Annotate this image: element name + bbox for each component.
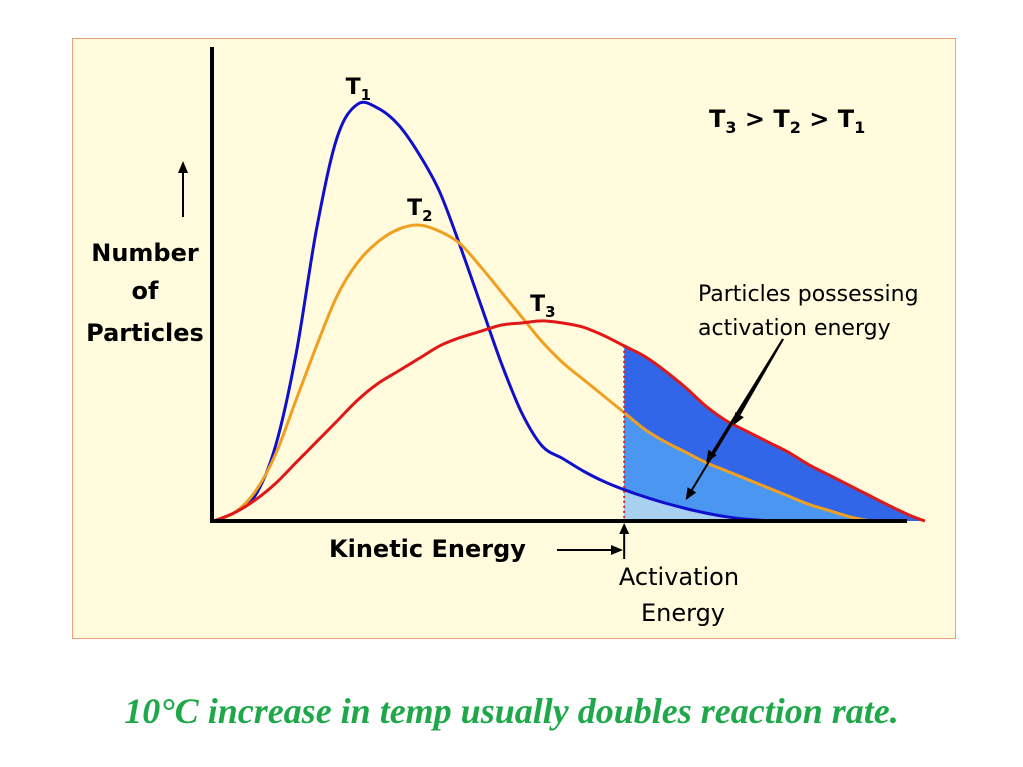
distribution-chart: T1 T2 T3 Number of Particles Kinetic Energ… bbox=[86, 47, 926, 627]
shade-region-t1 bbox=[624, 489, 789, 521]
curve-t1 bbox=[213, 100, 789, 523]
curve-label-t2: T2 bbox=[407, 196, 432, 225]
activation-arrow-head bbox=[619, 523, 630, 534]
particles-note-line-1: Particles possessing bbox=[698, 282, 919, 307]
x-axis-label: Kinetic Energy bbox=[329, 535, 526, 563]
shade-region-t2 bbox=[624, 412, 871, 521]
temperature-inequality: T3 > T2 > T1 bbox=[709, 105, 865, 137]
curve-t2 bbox=[213, 223, 871, 523]
curve-t3 bbox=[213, 319, 926, 523]
pointer-arrow-head-3 bbox=[685, 487, 697, 501]
chart-panel: T1 T2 T3 Number of Particles Kinetic Energ… bbox=[72, 38, 956, 639]
pointer-arrow-3 bbox=[691, 338, 784, 491]
activation-energy-arrow bbox=[619, 523, 630, 559]
activation-energy-label-line-2: Energy bbox=[641, 599, 725, 627]
curve-label-t3: T3 bbox=[530, 292, 555, 321]
y-axis-arrow bbox=[178, 161, 188, 217]
y-axis-label-line-3: Particles bbox=[86, 319, 204, 347]
particles-note-line-2: activation energy bbox=[698, 316, 891, 341]
y-axis-label-line-1: Number bbox=[91, 239, 199, 267]
curve-labels: T1 T2 T3 bbox=[346, 75, 556, 321]
activation-shading bbox=[624, 345, 925, 521]
curves bbox=[213, 100, 926, 523]
particles-pointer-arrows bbox=[685, 338, 784, 501]
x-axis-arrow bbox=[557, 545, 623, 555]
y-axis-label-line-2: of bbox=[132, 277, 159, 305]
caption: 10°C increase in temp usually doubles re… bbox=[124, 691, 899, 731]
curve-label-t1: T1 bbox=[346, 75, 371, 104]
activation-energy-label-line-1: Activation bbox=[619, 563, 739, 591]
